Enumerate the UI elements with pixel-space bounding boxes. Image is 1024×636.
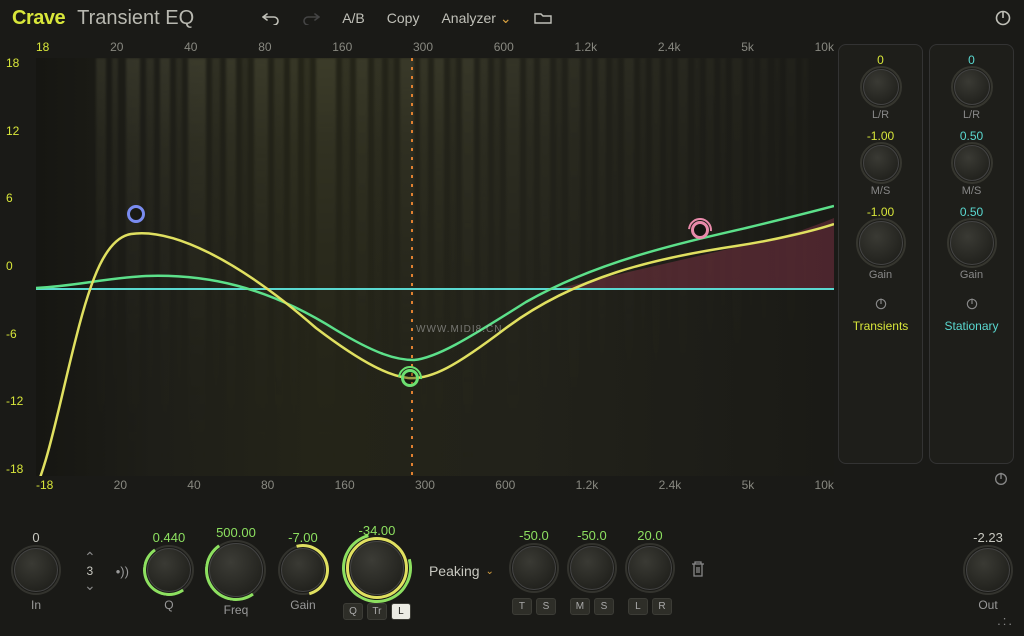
undo-icon[interactable]: [262, 9, 280, 27]
filter-type-dropdown[interactable]: Peaking ⌄: [429, 563, 494, 579]
bottom-controls: 0 In ⌃ 3 ⌄ •)) 0.440 Q 500.00 Freq -7.00…: [0, 510, 1024, 636]
resize-handle-icon[interactable]: .:.: [997, 613, 1014, 628]
k2-group: -50.0 M S: [570, 528, 614, 615]
eq-node[interactable]: [691, 221, 709, 239]
freq-axis-top: 182040 80160300 6001.2k2.4k 5k10k: [36, 40, 834, 54]
trash-icon[interactable]: [690, 560, 706, 583]
out-label: Out: [978, 598, 997, 612]
chip-m[interactable]: M: [570, 598, 590, 615]
tr-chip-tr[interactable]: Tr: [367, 603, 387, 620]
stationary-gain-knob[interactable]: [950, 221, 994, 265]
band-selector: ⌃ 3 ⌄: [84, 552, 96, 590]
chip-t[interactable]: T: [512, 598, 532, 615]
k1-group: -50.0 T S: [512, 528, 556, 615]
chevron-down-icon: ⌄: [486, 566, 494, 577]
stationary-lr-value: 0: [968, 53, 975, 67]
transients-power-icon[interactable]: [872, 295, 890, 313]
in-label: In: [31, 598, 41, 612]
analyzer-label: Analyzer: [441, 10, 495, 26]
brand-logo: Crave: [12, 7, 65, 30]
header-bar: Crave Transient EQ A/B Copy Analyzer ⌄: [0, 0, 1024, 36]
solo-icon[interactable]: •)): [116, 564, 129, 579]
q-label: Q: [164, 598, 173, 612]
gain-label: Gain: [869, 269, 892, 281]
gain-group: -7.00 Gain: [281, 530, 325, 612]
chip-s[interactable]: S: [536, 598, 556, 615]
tr-chip-q[interactable]: Q: [343, 603, 363, 620]
in-value: 0: [32, 530, 39, 546]
band-down-icon[interactable]: ⌄: [84, 580, 96, 590]
out-group: -2.23 Out: [966, 530, 1010, 612]
k2-knob[interactable]: [570, 546, 614, 590]
stationary-gain-value: 0.50: [960, 205, 983, 219]
transients-lr-knob[interactable]: [863, 69, 899, 105]
k1-value: -50.0: [519, 528, 549, 544]
tr-chip-l[interactable]: L: [391, 603, 411, 620]
panels-power-icon[interactable]: [992, 470, 1010, 488]
stationary-lr-knob[interactable]: [954, 69, 990, 105]
stationary-ms-value: 0.50: [960, 129, 983, 143]
transients-title: Transients: [853, 319, 909, 333]
tr-knob[interactable]: [350, 541, 404, 595]
transients-gain-knob[interactable]: [859, 221, 903, 265]
freq-axis-bottom: -182040 80160300 6001.2k2.4k 5k10k: [36, 478, 834, 492]
transients-ms-knob[interactable]: [863, 145, 899, 181]
zero-db-line: [36, 289, 834, 290]
tr-mode-toggles: Q Tr L: [343, 603, 411, 620]
ms-label: M/S: [871, 185, 891, 197]
stationary-title: Stationary: [944, 319, 998, 333]
transients-gain-value: -1.00: [867, 205, 894, 219]
ab-compare-button[interactable]: A/B: [342, 10, 365, 26]
freq-group: 500.00 Freq: [209, 525, 263, 617]
k3-knob[interactable]: [628, 546, 672, 590]
in-knob[interactable]: [14, 548, 58, 592]
k1-knob[interactable]: [512, 546, 556, 590]
product-name: Transient EQ: [77, 7, 194, 30]
band-up-icon[interactable]: ⌃: [84, 552, 96, 562]
gain-label: Gain: [290, 598, 315, 612]
eq-node[interactable]: [401, 369, 419, 387]
watermark: WWW.MIDI8.CN: [416, 324, 502, 335]
k3-group: 20.0 L R: [628, 528, 672, 615]
copy-button[interactable]: Copy: [387, 10, 420, 26]
chip-r[interactable]: R: [652, 598, 672, 615]
transient-group: -34.00 Q Tr L: [343, 523, 411, 620]
out-value: -2.23: [973, 530, 1003, 546]
k3-value: 20.0: [637, 528, 662, 544]
folder-icon[interactable]: [534, 9, 552, 27]
filter-type-label: Peaking: [429, 563, 480, 579]
spectrum-analyzer: [36, 58, 834, 476]
k2-value: -50.0: [577, 528, 607, 544]
eq-node[interactable]: [127, 205, 145, 223]
transients-panel: 0 L/R -1.00 M/S -1.00 Gain Transients: [838, 44, 923, 464]
gain-knob[interactable]: [281, 548, 325, 592]
transients-lr-value: 0: [877, 53, 884, 67]
stationary-power-icon[interactable]: [963, 295, 981, 313]
band-number: 3: [87, 564, 94, 578]
eq-display[interactable]: 18126 0-6-12 -18 182040 80160300 6001.2k…: [6, 36, 836, 496]
db-axis: 18126 0-6-12 -18: [6, 56, 34, 476]
channel-panels: 0 L/R -1.00 M/S -1.00 Gain Transients 0 …: [838, 44, 1014, 464]
freq-label: Freq: [224, 603, 249, 617]
freq-knob[interactable]: [209, 543, 263, 597]
chevron-down-icon: ⌄: [500, 10, 512, 26]
chip-l[interactable]: L: [628, 598, 648, 615]
in-group: 0 In: [14, 530, 58, 612]
power-button[interactable]: [994, 9, 1012, 27]
stationary-panel: 0 L/R 0.50 M/S 0.50 Gain Stationary: [929, 44, 1014, 464]
transients-ms-value: -1.00: [867, 129, 894, 143]
lr-label: L/R: [872, 109, 889, 121]
redo-icon[interactable]: [302, 9, 320, 27]
q-knob[interactable]: [147, 548, 191, 592]
stationary-ms-knob[interactable]: [954, 145, 990, 181]
chip-s2[interactable]: S: [594, 598, 614, 615]
analyzer-dropdown[interactable]: Analyzer ⌄: [441, 10, 511, 27]
q-group: 0.440 Q: [147, 530, 191, 612]
out-knob[interactable]: [966, 548, 1010, 592]
